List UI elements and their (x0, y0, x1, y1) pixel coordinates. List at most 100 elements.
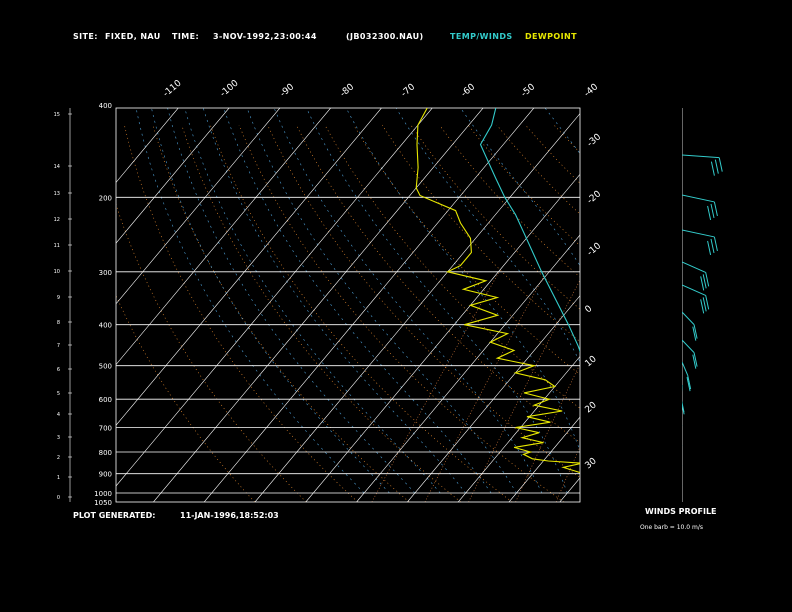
wind-barb-flag (674, 418, 677, 432)
height-tick-label: 8 (57, 320, 60, 326)
mixing-ratio-line (583, 272, 684, 502)
isobar-label: 200 (99, 194, 112, 202)
dry-adiabat-line (267, 124, 580, 478)
isobar-label: 900 (99, 471, 112, 479)
wind-barb-flag (693, 352, 698, 367)
isobar-label: 300 (99, 269, 112, 277)
dewpoint-legend: DEWPOINT (525, 32, 577, 41)
wind-barb (682, 465, 683, 466)
isobar-label: 400 (99, 322, 112, 330)
wind-barb-staff (682, 284, 706, 296)
wind-barb-flag (702, 297, 707, 312)
wind-barb-staff (682, 261, 706, 273)
dry-adiabat-line (296, 124, 580, 443)
wind-barb (674, 405, 683, 432)
height-tick-label: 15 (54, 112, 60, 118)
wind-barb-staff (682, 154, 720, 159)
wind-barb-flag (713, 201, 718, 217)
moist-adiabat-line (460, 108, 580, 267)
height-tick-label: 9 (57, 295, 60, 301)
mixing-ratio-line (468, 279, 580, 502)
site-value: FIXED, NAU (105, 32, 161, 41)
wind-barb-flag (710, 203, 715, 219)
dry-adiabat-line (496, 124, 580, 215)
wind-barb-flag (693, 324, 698, 339)
wind-barb (652, 485, 683, 507)
height-tick-label: 11 (54, 243, 60, 249)
isotherm-label: -40 (583, 82, 601, 99)
isotherm-label: -70 (400, 82, 418, 99)
mixing-ratio-line (654, 272, 745, 502)
dry-adiabat-line (726, 125, 792, 502)
isotherm-label: 0 (584, 304, 595, 316)
isotherm-line (116, 108, 382, 426)
isobar-label: 800 (99, 449, 112, 457)
site-label: SITE: (73, 32, 98, 41)
wind-barb-flag (707, 205, 712, 221)
dry-adiabat-line (697, 125, 792, 502)
wind-barb-flag (710, 161, 715, 176)
isotherm-line (508, 416, 580, 502)
height-tick-label: 10 (54, 269, 60, 275)
wind-barb-flag (687, 375, 692, 390)
isotherm-line (661, 108, 792, 502)
wind-barb-flag (707, 240, 712, 256)
wind-barb-staff (682, 497, 683, 498)
height-tick-label: 3 (57, 435, 60, 441)
wind-barb (682, 311, 698, 341)
moist-adiabat-line (720, 104, 744, 494)
isotherm-label: -50 (520, 82, 538, 99)
plot-generated-value: 11-JAN-1996,18:52:03 (180, 511, 279, 520)
moist-adiabat-line (135, 108, 365, 494)
height-tick-label: 12 (54, 217, 60, 223)
wind-barb-flag (710, 238, 715, 254)
temperature-profile (479, 108, 580, 353)
dry-adiabat-line (439, 124, 580, 278)
wind-barb (682, 425, 683, 426)
temp-winds-legend: TEMP/WINDS (450, 32, 513, 41)
height-tick-label: 13 (54, 191, 60, 197)
wind-barb-staff (682, 385, 683, 392)
isotherm-label: 20 (584, 400, 599, 415)
wind-barb (682, 445, 683, 446)
height-tick-label: 14 (54, 164, 60, 170)
isobar-label: 600 (99, 396, 112, 404)
dry-adiabat-line (181, 125, 461, 502)
dry-adiabat-line (525, 124, 580, 184)
isotherm-label: -80 (339, 82, 357, 99)
isotherm-label: 30 (584, 456, 599, 471)
moist-adiabat-line (246, 108, 517, 494)
dry-adiabat-line (669, 125, 792, 502)
isotherm-label: -60 (460, 82, 478, 99)
mixing-ratio-line (555, 446, 580, 502)
dry-adiabat-line (324, 124, 580, 409)
isobar-label: 700 (99, 425, 112, 433)
height-tick-label: 7 (57, 343, 60, 349)
moist-adiabat-line (306, 108, 568, 494)
wind-barb (682, 339, 698, 369)
isotherm-label: -10 (586, 241, 604, 258)
isobar-label: 1050 (94, 499, 112, 507)
wind-barb-flag (652, 493, 655, 507)
dry-adiabat-line (116, 203, 307, 502)
moist-adiabat-line (395, 108, 580, 363)
wind-barb (682, 385, 685, 415)
moist-adiabat-line (645, 104, 699, 494)
isotherm-line (254, 113, 580, 502)
dry-adiabat-line (116, 294, 255, 502)
isotherm-line (116, 108, 331, 366)
isotherm-line (116, 108, 433, 487)
mixing-ratio-line (424, 271, 547, 502)
moist-adiabat-line (167, 108, 416, 494)
winds-profile-label: WINDS PROFILE (645, 507, 717, 516)
isotherm-line (407, 295, 580, 502)
isotherm-label: 10 (584, 354, 599, 369)
height-tick-label: 5 (57, 391, 60, 397)
wind-barb-flag (682, 401, 685, 415)
wind-barb-flag (692, 354, 697, 369)
wind-barb-staff (682, 229, 715, 238)
wind-barb-flag (702, 274, 707, 289)
isotherm-line (153, 108, 484, 502)
